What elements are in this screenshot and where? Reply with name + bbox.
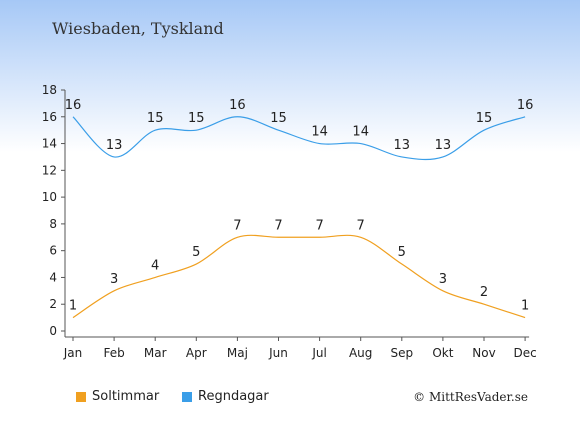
legend-swatch-soltimmar — [76, 391, 86, 402]
data-label-soltimmar: 1 — [69, 299, 77, 314]
legend-item-regndagar: Regndagar — [182, 389, 269, 404]
x-tick-label: Feb — [103, 346, 124, 360]
y-tick-label: 18 — [42, 83, 57, 97]
x-tick-label: Maj — [227, 346, 248, 360]
x-tick-label: Apr — [186, 346, 207, 360]
data-label-regndagar: 14 — [352, 125, 369, 140]
x-tick-label: Nov — [472, 346, 495, 360]
x-tick-label: Okt — [432, 346, 453, 360]
legend-swatch-regndagar — [182, 391, 192, 402]
data-label-soltimmar: 7 — [357, 218, 365, 233]
data-label-soltimmar: 4 — [151, 258, 159, 273]
x-tick-label: Jun — [268, 346, 288, 360]
x-tick-label: Sep — [390, 346, 413, 360]
data-label-soltimmar: 2 — [480, 285, 488, 300]
y-tick-label: 8 — [49, 217, 57, 231]
data-label-regndagar: 16 — [517, 98, 534, 113]
data-label-soltimmar: 7 — [233, 218, 241, 233]
series-lines — [72, 116, 526, 319]
data-label-regndagar: 14 — [311, 125, 328, 140]
y-tick-label: 6 — [49, 244, 57, 258]
legend-label-soltimmar: Soltimmar — [92, 389, 160, 404]
data-label-soltimmar: 1 — [521, 299, 529, 314]
x-tick-label: Aug — [349, 346, 372, 360]
data-label-soltimmar: 7 — [315, 218, 323, 233]
y-tick-label: 2 — [49, 297, 57, 311]
series-line-regndagar — [72, 116, 526, 161]
data-label-soltimmar: 7 — [274, 218, 282, 233]
x-tick-label: Mar — [144, 346, 167, 360]
y-tick-label: 16 — [42, 110, 57, 124]
legend-item-soltimmar: Soltimmar — [76, 389, 159, 404]
data-label-regndagar: 13 — [106, 138, 123, 153]
data-label-soltimmar: 3 — [439, 272, 447, 287]
data-label-regndagar: 16 — [65, 98, 82, 113]
data-label-regndagar: 15 — [270, 111, 287, 126]
y-tick-label: 14 — [42, 137, 57, 151]
series-line-soltimmar — [72, 234, 526, 319]
data-label-regndagar: 15 — [147, 111, 164, 126]
y-tick-label: 4 — [49, 270, 57, 284]
data-label-regndagar: 13 — [394, 138, 411, 153]
y-tick-label: 0 — [49, 324, 57, 338]
x-tick-label: Jan — [63, 346, 83, 360]
data-label-regndagar: 15 — [188, 111, 205, 126]
y-tick-label: 12 — [42, 163, 57, 177]
data-label-soltimmar: 5 — [398, 245, 406, 260]
x-tick-label: Dec — [513, 346, 536, 360]
legend-label-regndagar: Regndagar — [198, 389, 269, 404]
chart-title: Wiesbaden, Tyskland — [52, 19, 224, 38]
x-tick-label: Jul — [311, 346, 326, 360]
data-label-regndagar: 15 — [476, 111, 493, 126]
copyright-text: © MittResVader.se — [413, 390, 528, 404]
data-label-soltimmar: 5 — [192, 245, 200, 260]
y-tick-label: 10 — [42, 190, 57, 204]
data-label-regndagar: 13 — [435, 138, 452, 153]
data-label-regndagar: 16 — [229, 98, 246, 113]
data-label-soltimmar: 3 — [110, 272, 118, 287]
